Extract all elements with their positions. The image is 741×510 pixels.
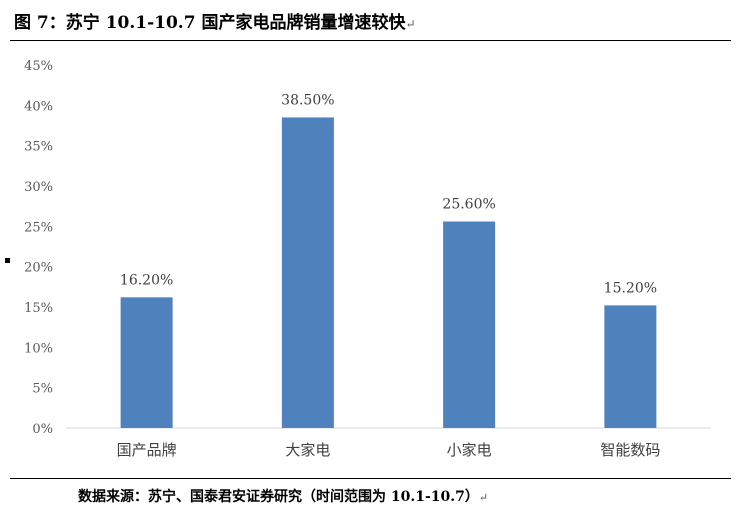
x-tick-label: 小家电 xyxy=(447,441,492,459)
bar xyxy=(120,297,173,428)
bar xyxy=(281,117,334,428)
bullet-marker xyxy=(5,258,10,263)
source-note: 数据来源：苏宁、国泰君安证券研究（时间范围为 10.1-10.7）↵ xyxy=(78,486,488,506)
top-rule xyxy=(10,40,731,41)
y-tick-label: 5% xyxy=(32,382,53,397)
bottom-rule xyxy=(10,478,731,479)
bar-chart: 0% 5% 10% 15% 20% 25% 30% 35% 40% 45% 16.20% 38.50… xyxy=(24,59,711,459)
y-tick-label: 25% xyxy=(24,220,53,235)
data-label: 16.20% xyxy=(120,272,173,288)
y-tick-label: 45% xyxy=(24,59,53,74)
y-tick-label: 20% xyxy=(24,261,53,276)
data-labels: 16.20% 38.50% 25.60% 15.20% xyxy=(120,92,657,296)
figure-title: 图 7：苏宁 10.1-10.7 国产家电品牌销量增速较快↵ xyxy=(14,8,416,33)
x-tick-label: 国产品牌 xyxy=(117,441,177,459)
y-tick-label: 30% xyxy=(24,180,53,195)
data-label: 25.60% xyxy=(442,196,495,212)
bars xyxy=(120,117,657,428)
y-tick-label: 0% xyxy=(32,422,53,437)
return-mark-icon: ↵ xyxy=(405,17,416,31)
y-tick-label: 35% xyxy=(24,140,53,155)
y-tick-label: 10% xyxy=(24,341,53,356)
y-tick-label: 40% xyxy=(24,99,53,114)
source-text: 数据来源：苏宁、国泰君安证券研究（时间范围为 10.1-10.7） xyxy=(78,489,479,505)
return-mark-icon: ↵ xyxy=(478,491,489,504)
bar xyxy=(604,305,657,428)
y-ticks: 0% 5% 10% 15% 20% 25% 30% 35% 40% 45% xyxy=(24,59,53,437)
figure-title-text: 图 7：苏宁 10.1-10.7 国产家电品牌销量增速较快 xyxy=(14,13,406,33)
y-tick-label: 15% xyxy=(24,301,53,316)
bar xyxy=(443,221,496,428)
x-tick-label: 智能数码 xyxy=(600,441,660,459)
x-tick-label: 大家电 xyxy=(285,441,330,459)
data-label: 15.20% xyxy=(604,280,657,296)
data-label: 38.50% xyxy=(281,92,334,108)
x-tick-labels: 国产品牌 大家电 小家电 智能数码 xyxy=(117,441,661,459)
